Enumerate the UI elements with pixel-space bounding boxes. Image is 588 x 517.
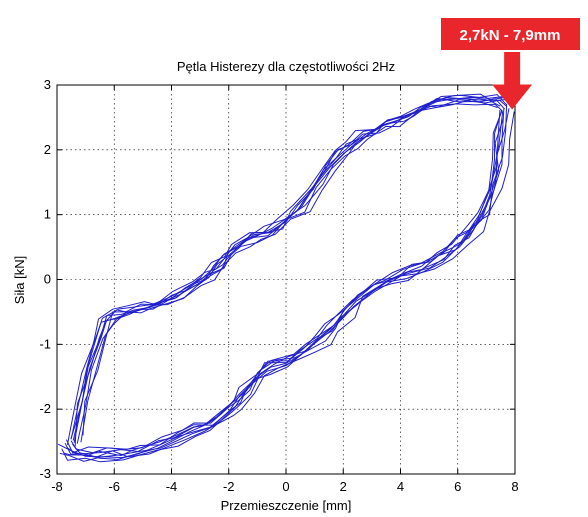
y-tick-label: 1 [44, 207, 51, 222]
y-tick-label: 0 [44, 272, 51, 287]
x-tick-label: -2 [223, 479, 235, 494]
x-tick-label: 0 [282, 479, 289, 494]
y-tick-label: 3 [44, 77, 51, 92]
x-axis-label: Przemieszczenie [mm] [221, 498, 352, 513]
y-tick-label: -3 [39, 466, 51, 481]
hysteresis-line-upper [66, 98, 498, 445]
x-tick-label: 8 [511, 479, 518, 494]
annotation-box [441, 18, 580, 50]
hysteresis-line-lower [61, 118, 504, 463]
y-tick-label: -2 [39, 401, 51, 416]
chart-title: Pętla Histerezy dla częstotliwości 2Hz [177, 59, 395, 74]
x-tick-label: -4 [166, 479, 178, 494]
x-tick-label: 6 [454, 479, 461, 494]
hysteresis-curves [57, 93, 516, 463]
annotation-text: 2,7kN - 7,9mm [460, 27, 561, 44]
x-tick-label: -6 [108, 479, 120, 494]
hysteresis-line-lower [57, 110, 503, 457]
axis-ticks: -8 -6 -4 -2 0 2 4 6 8 3 2 1 0 -1 -2 -3 [39, 77, 518, 494]
y-axis-label: Siła [kN] [12, 256, 27, 304]
grid [57, 85, 515, 474]
annotation-arrow [492, 52, 533, 110]
hysteresis-line-lower [72, 111, 515, 458]
y-tick-label: 2 [44, 142, 51, 157]
x-tick-label: 4 [397, 479, 404, 494]
hysteresis-line-upper [70, 96, 501, 440]
hysteresis-line-lower [70, 103, 508, 454]
x-tick-label: -8 [51, 479, 63, 494]
annotation-callout: 2,7kN - 7,9mm [441, 18, 580, 110]
x-tick-label: 2 [340, 479, 347, 494]
y-tick-label: -1 [39, 336, 51, 351]
